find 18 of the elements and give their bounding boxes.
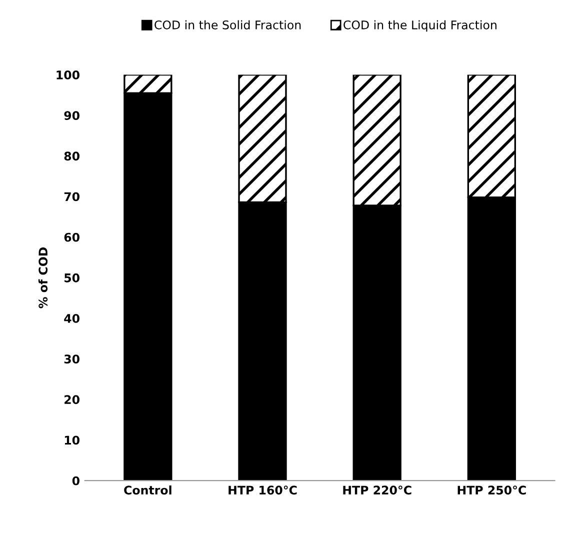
y-tick-label: 80 [64,152,80,161]
y-tick-label: 30 [64,354,80,364]
y-tick-label: 60 [64,232,80,242]
y-tick-label: 100 [56,70,80,80]
y-tick-label: 90 [64,111,80,120]
y-tick-label: 40 [64,314,80,323]
y-tick-label: 0 [72,476,80,486]
y-tick-label: 20 [64,395,80,404]
y-tick-label: 50 [64,273,80,282]
x-tick-label: HTP 220°C [343,486,412,495]
x-tick-label: Control [124,485,172,495]
x-tick-label: HTP 160°C [228,486,297,495]
legend-label: COD in the Liquid Fraction [344,20,496,32]
y-axis-title: % of COD [38,247,48,308]
y-tick-label: 10 [64,436,80,445]
legend-label: COD in the Solid Fraction [154,20,301,30]
x-tick-label: HTP 250°C [458,486,526,495]
y-tick-label: 70 [64,192,80,202]
